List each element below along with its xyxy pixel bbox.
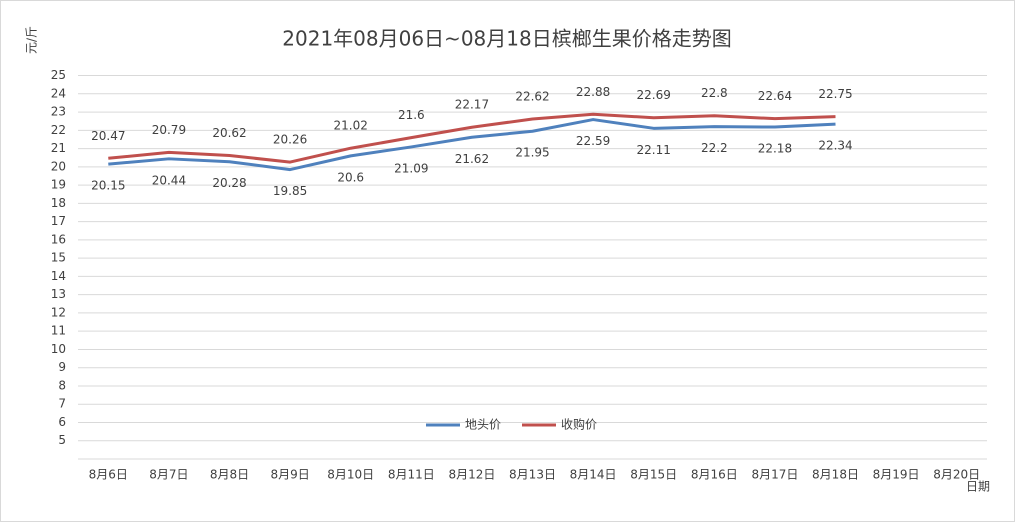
data-label: 22.69 <box>637 88 671 102</box>
x-tick-label: 8月16日 <box>691 468 738 482</box>
data-label: 21.09 <box>394 161 428 175</box>
data-label: 22.62 <box>515 90 549 104</box>
data-label: 20.62 <box>212 126 246 140</box>
y-tick-label: 25 <box>51 68 66 82</box>
x-tick-label: 8月9日 <box>270 468 309 482</box>
data-label: 22.17 <box>455 98 489 112</box>
y-axis-title: 元/斤 <box>25 26 39 54</box>
data-label: 22.75 <box>818 87 852 101</box>
chart-title: 2021年08月06日~08月18日槟榔生果价格走势图 <box>282 27 731 51</box>
data-label: 22.34 <box>818 139 852 153</box>
y-tick-label: 5 <box>58 433 66 447</box>
x-tick-label: 8月18日 <box>812 468 859 482</box>
x-tick-label: 8月17日 <box>751 468 798 482</box>
y-tick-label: 22 <box>51 123 66 137</box>
y-tick-label: 23 <box>51 105 66 119</box>
series-line <box>108 118 836 172</box>
y-tick-label: 9 <box>58 360 66 374</box>
y-tick-label: 7 <box>58 397 66 411</box>
x-tick-label: 8月7日 <box>149 468 188 482</box>
data-label: 22.59 <box>576 134 610 148</box>
data-label: 20.79 <box>152 123 186 137</box>
x-tick-label: 8月19日 <box>873 468 920 482</box>
data-label: 20.28 <box>212 176 246 190</box>
data-label: 22.2 <box>701 141 728 155</box>
y-tick-label: 15 <box>51 251 66 265</box>
y-tick-label: 20 <box>51 159 66 173</box>
y-tick-label: 24 <box>51 86 66 100</box>
y-tick-label: 12 <box>51 305 66 319</box>
data-label: 21.6 <box>398 108 425 122</box>
x-axis-title: 日期 <box>966 480 990 494</box>
data-label: 20.15 <box>91 179 125 193</box>
y-tick-label: 18 <box>51 196 66 210</box>
data-label: 20.47 <box>91 129 125 143</box>
y-tick-label: 19 <box>51 178 66 192</box>
y-tick-label: 17 <box>51 214 66 228</box>
x-tick-label: 8月6日 <box>89 468 128 482</box>
data-label: 21.62 <box>455 152 489 166</box>
y-tick-label: 8 <box>58 378 66 392</box>
data-label: 20.6 <box>337 170 364 184</box>
x-tick-label: 8月11日 <box>388 468 435 482</box>
y-tick-label: 13 <box>51 287 66 301</box>
y-tick-label: 11 <box>51 324 66 338</box>
x-tick-label: 8月20日 <box>933 468 980 482</box>
x-tick-label: 8月13日 <box>509 468 556 482</box>
data-label: 22.64 <box>758 89 792 103</box>
data-label: 22.18 <box>758 142 792 156</box>
x-tick-label: 8月14日 <box>570 468 617 482</box>
x-tick-label: 8月10日 <box>327 468 374 482</box>
x-tick-label: 8月12日 <box>448 468 495 482</box>
y-tick-label: 21 <box>51 141 66 155</box>
data-label: 22.11 <box>637 143 671 157</box>
x-tick-label: 8月8日 <box>210 468 249 482</box>
y-tick-label: 16 <box>51 232 66 246</box>
data-label: 19.85 <box>273 184 307 198</box>
data-label: 20.26 <box>273 133 307 147</box>
legend-label: 地头价 <box>465 418 501 432</box>
y-tick-label: 6 <box>58 415 66 429</box>
y-tick-label: 14 <box>51 269 66 283</box>
data-label: 22.88 <box>576 85 610 99</box>
data-label: 21.95 <box>515 146 549 160</box>
legend-label: 收购价 <box>561 417 597 432</box>
data-label: 20.44 <box>152 173 186 187</box>
data-label: 22.8 <box>701 86 728 100</box>
data-label: 21.02 <box>334 119 368 133</box>
y-tick-label: 10 <box>51 342 66 356</box>
x-tick-label: 8月15日 <box>630 468 677 482</box>
series-line <box>108 112 836 164</box>
